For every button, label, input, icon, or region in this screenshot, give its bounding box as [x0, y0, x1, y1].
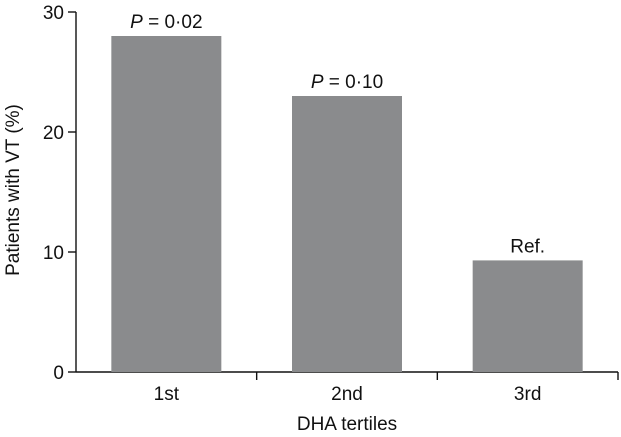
bar-value-label: P = 0·02 — [130, 12, 202, 33]
y-tick-label: 10 — [43, 243, 64, 264]
bar-2nd — [292, 96, 402, 372]
x-tick-label: 3rd — [514, 384, 541, 405]
y-tick-label: 0 — [53, 363, 64, 384]
bar-1st — [111, 36, 222, 372]
x-tick-label: 2nd — [331, 384, 363, 405]
plot-area: 0 10 20 30 1st P = 0·02 2nd P = 0·10 3rd Ref. — [43, 3, 619, 405]
y-tick-label: 20 — [43, 123, 64, 144]
bar-value-label: P = 0·10 — [311, 72, 383, 93]
y-tick-label: 30 — [43, 3, 64, 24]
bar-3rd — [472, 260, 583, 372]
x-tick-label: 1st — [154, 384, 180, 405]
x-axis-label: DHA tertiles — [297, 414, 397, 435]
bar-value-label: Ref. — [510, 236, 545, 257]
y-axis-label: Patients with VT (%) — [3, 104, 24, 276]
